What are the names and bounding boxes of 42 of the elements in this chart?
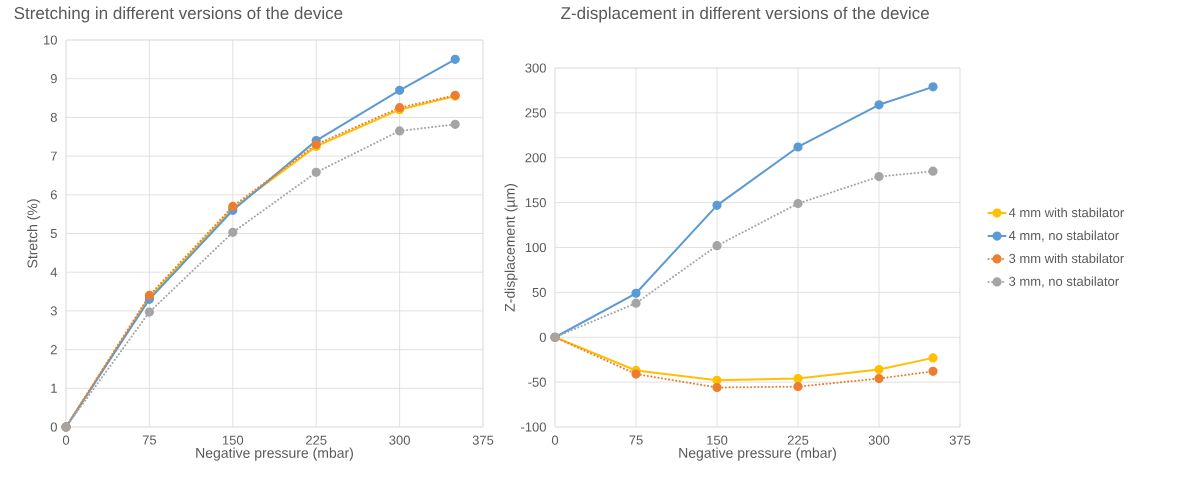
x-tick-label: 150 (707, 435, 728, 445)
legend-label: 4 mm, no stabilator (1008, 230, 1119, 242)
y-tick-label: -100 (521, 422, 546, 432)
x-tick-label: 225 (306, 435, 327, 445)
y-tick-label: 150 (525, 198, 546, 208)
y-tick-label: 10 (44, 35, 57, 45)
x-tick-label: 150 (222, 435, 244, 445)
y-tick-label: 100 (525, 242, 546, 253)
x-tick-label: 375 (472, 435, 494, 445)
y-tick-label: 300 (525, 63, 546, 73)
x-tick-label: 300 (868, 435, 890, 445)
y-tick-label: 0 (539, 332, 546, 342)
x-tick-label: 75 (142, 435, 157, 445)
x-axis-title: Negative pressure (mbar) (196, 447, 353, 461)
x-axis-title: Negative pressure (mbar) (679, 447, 836, 461)
y-tick-label: 8 (50, 112, 57, 122)
y-tick-label: 200 (525, 153, 546, 163)
y-tick-label: 9 (50, 74, 57, 84)
y-tick-label: 5 (50, 228, 57, 239)
y-tick-label: 2 (50, 345, 57, 355)
x-tick-label: 0 (551, 435, 559, 445)
legend-label: 4 mm with stabilator (1008, 207, 1124, 218)
y-axis-title: Stretch (%) (27, 199, 41, 268)
y-tick-label: 4 (50, 267, 58, 277)
x-tick-label: 225 (787, 435, 809, 445)
y-axis-title: Z-displacement (µm) (504, 184, 518, 312)
x-tick-label: 75 (629, 435, 643, 445)
legend-label: 3 mm, no stabilator (1009, 276, 1119, 288)
y-tick-label: -50 (528, 377, 546, 387)
legend-label: 3 mm with stabilator (1009, 253, 1124, 264)
y-tick-label: 3 (50, 306, 57, 316)
chart-title: Z-displacement in different versions of the device (561, 6, 929, 23)
y-tick-label: 0 (50, 422, 57, 432)
x-tick-label: 375 (949, 435, 971, 445)
chart-title: Stretching in different versions of the device (14, 6, 343, 23)
y-tick-label: 50 (532, 287, 546, 297)
y-tick-label: 1 (51, 383, 57, 393)
x-tick-label: 0 (62, 435, 70, 445)
x-tick-label: 300 (389, 435, 410, 445)
y-tick-label: 6 (50, 190, 57, 200)
y-tick-label: 250 (525, 108, 546, 118)
y-tick-label: 7 (50, 151, 57, 161)
